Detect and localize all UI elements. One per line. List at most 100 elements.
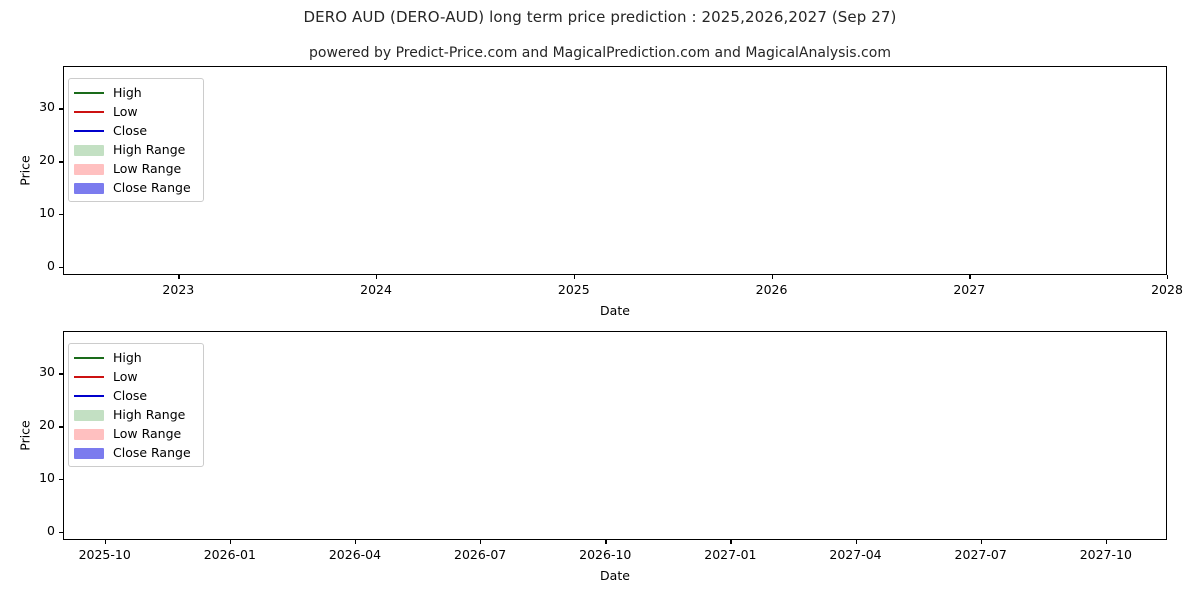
top-chart-xtick-mark (573, 275, 576, 279)
bottom-chart-xtick-mark (229, 540, 232, 544)
top-chart-legend-label: Low Range (113, 161, 182, 176)
bottom-chart-ytick-mark (59, 532, 63, 534)
top-chart-panel: Predict-Price.comPredict-Price.com (63, 66, 1167, 275)
bottom-chart-xtick-mark (980, 540, 982, 544)
bottom-chart-legend-swatch-line-icon (74, 371, 104, 383)
bottom-chart-xtick-label: 2026-04 (328, 547, 382, 562)
bottom-chart-legend-item-high-range[interactable]: High Range (74, 405, 197, 424)
bottom-chart-legend-label: High Range (113, 407, 186, 422)
bottom-chart-xtick-mark (730, 540, 732, 544)
top-chart-xtick-mark (1167, 275, 1169, 279)
bottom-chart-legend-label: High (113, 350, 142, 365)
top-chart-legend-label: Close Range (113, 180, 191, 195)
bottom-chart-ytick-label: 0 (47, 523, 55, 539)
bottom-chart-legend-item-high[interactable]: High (74, 348, 197, 367)
top-chart-ytick-label: 20 (39, 152, 55, 168)
bottom-chart-legend-label: Low Range (113, 426, 182, 441)
top-chart-xtick-label: 2027 (953, 282, 986, 297)
bottom-chart-legend[interactable]: High Low Close High Range Low Range Close Ran… (68, 343, 204, 467)
bottom-chart-legend-item-close-range[interactable]: Close Range (74, 443, 197, 462)
top-chart-xtick-label: 2026 (755, 282, 788, 297)
bottom-chart-legend-item-low[interactable]: Low (74, 367, 197, 386)
top-chart-xtick-mark (178, 275, 180, 279)
top-chart-legend-mark (74, 144, 104, 156)
top-chart-legend-label: Close (113, 123, 148, 138)
bottom-chart-legend-mark (74, 394, 104, 397)
top-chart-legend-swatch-patch-icon (74, 144, 104, 156)
bottom-chart-legend-mark (74, 447, 104, 459)
top-chart-xtick-mark (969, 275, 971, 279)
bottom-chart-legend-mark (74, 409, 104, 421)
bottom-chart-ytick-mark (59, 479, 63, 481)
top-chart-legend-item-low-range[interactable]: Low Range (74, 159, 197, 178)
bottom-chart-ylabel: Price (17, 420, 33, 451)
top-chart-legend-item-high[interactable]: High (74, 83, 197, 102)
bottom-chart-xtick-mark (1105, 540, 1108, 544)
bottom-chart-legend-item-close[interactable]: Close (74, 386, 197, 405)
top-chart-legend-label: High Range (113, 142, 186, 157)
top-chart-ytick-label: 0 (47, 258, 55, 274)
bottom-chart-legend-swatch-line-icon (74, 390, 104, 402)
bottom-chart-xtick-label: 2027-04 (829, 547, 882, 562)
bottom-chart-legend-label: Close Range (113, 445, 191, 460)
bottom-chart-xtick-label: 2027-07 (954, 547, 1007, 562)
top-chart-legend-mark (74, 91, 104, 94)
top-chart-legend[interactable]: High Low Close High Range Low Range Close Ran… (68, 78, 204, 202)
bottom-chart-legend-mark (74, 375, 104, 378)
bottom-chart-legend-swatch-patch-icon (74, 409, 104, 421)
top-chart-legend-item-low[interactable]: Low (74, 102, 197, 121)
bottom-chart-legend-item-low-range[interactable]: Low Range (74, 424, 197, 443)
top-chart-xlabel: Date (600, 303, 630, 318)
bottom-chart-xtick-label: 2025-10 (78, 547, 131, 562)
bottom-chart-xtick-mark (605, 540, 607, 544)
bottom-chart-legend-label: Low (113, 369, 138, 384)
top-chart-legend-swatch-patch-icon (74, 163, 104, 175)
page-title: DERO AUD (DERO-AUD) long term price pred… (303, 8, 897, 26)
top-chart-legend-label: Low (113, 104, 138, 119)
bottom-chart-xtick-label: 2026-07 (454, 547, 507, 562)
top-chart-legend-swatch-line-icon (74, 87, 104, 99)
bottom-chart-xtick-mark (855, 540, 857, 544)
bottom-chart-xtick-label: 2027-10 (1079, 547, 1132, 562)
bottom-chart-panel: Predict-Price.comPredict-Price.com (63, 331, 1167, 540)
top-chart-legend-mark (74, 129, 104, 132)
bottom-chart-xtick-mark (480, 540, 482, 544)
bottom-chart-frame (63, 331, 1167, 540)
top-chart-xtick-label: 2024 (360, 282, 392, 297)
bottom-chart-xtick-mark (354, 540, 357, 544)
top-chart-legend-item-high-range[interactable]: High Range (74, 140, 197, 159)
top-chart-legend-swatch-line-icon (74, 125, 104, 137)
bottom-chart-legend-mark (74, 356, 104, 359)
top-chart-ytick-mark (59, 267, 63, 269)
top-chart-legend-mark (74, 110, 104, 113)
top-chart-ytick-label: 30 (39, 99, 55, 115)
bottom-chart-xtick-label: 2027-01 (704, 547, 757, 562)
bottom-chart-legend-swatch-patch-icon (74, 447, 104, 459)
bottom-chart-legend-mark (74, 428, 104, 440)
top-chart-ylabel: Price (17, 155, 33, 186)
bottom-chart-xtick-label: 2026-01 (203, 547, 256, 562)
top-chart-legend-swatch-patch-icon (74, 182, 104, 194)
top-chart-frame (63, 66, 1167, 275)
top-chart-xtick-mark (376, 275, 378, 279)
top-chart-ytick-mark (59, 214, 63, 216)
bottom-chart-legend-swatch-line-icon (74, 352, 104, 364)
bottom-chart-ytick-mark (59, 426, 63, 428)
bottom-chart-legend-swatch-patch-icon (74, 428, 104, 440)
top-chart-xtick-label: 2028 (1151, 282, 1183, 297)
bottom-chart-ytick-label: 20 (39, 417, 55, 433)
bottom-chart-ytick-label: 10 (39, 470, 55, 486)
bottom-chart-ytick-mark (59, 373, 63, 375)
bottom-chart-xtick-mark (104, 540, 106, 544)
top-chart-ytick-mark (59, 108, 63, 110)
top-chart-legend-mark (74, 163, 104, 175)
page-subtitle: powered by Predict-Price.com and Magical… (309, 45, 891, 61)
top-chart-legend-label: High (113, 85, 142, 100)
top-chart-ytick-label: 10 (39, 205, 55, 221)
top-chart-legend-item-close-range[interactable]: Close Range (74, 178, 197, 197)
top-chart-xtick-mark (771, 275, 773, 279)
top-chart-legend-item-close[interactable]: Close (74, 121, 197, 140)
top-chart-xtick-label: 2023 (162, 282, 195, 297)
bottom-chart-ytick-label: 30 (39, 364, 55, 380)
